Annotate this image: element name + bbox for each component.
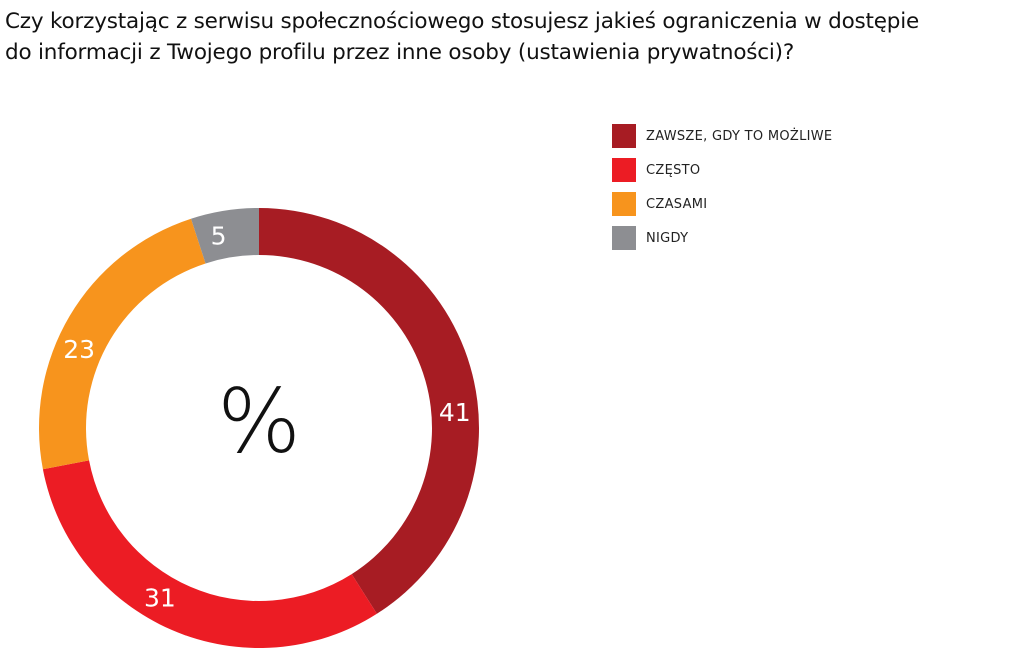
segment-value-label: 23 [63,335,95,364]
chart-title-line-2: do informacji z Twojego profilu przez in… [5,40,795,65]
donut-segment [42,460,377,648]
legend-label: NIGDY [646,230,689,246]
legend-swatch [612,124,636,148]
segment-value-label: 31 [144,584,176,613]
legend-swatch [612,192,636,216]
center-percent-label: % [217,370,301,473]
legend-item-nigdy: NIGDY [612,221,832,255]
segment-value-label: 41 [439,398,471,427]
legend-label: CZASAMI [646,196,708,212]
legend: ZAWSZE, GDY TO MOŻLIWE CZĘSTO CZASAMI NI… [612,119,832,255]
chart-title-line-1: Czy korzystając z serwisu społecznościow… [5,9,920,34]
segment-value-label: 5 [211,222,227,251]
donut-segment [259,208,479,614]
donut-segment [191,208,259,264]
chart-title: Czy korzystając z serwisu społecznościow… [5,6,1015,68]
legend-item-zawsze: ZAWSZE, GDY TO MOŻLIWE [612,119,832,153]
legend-label: CZĘSTO [646,162,701,178]
donut-segment [39,218,206,470]
legend-item-czasami: CZASAMI [612,187,832,221]
legend-swatch [612,226,636,250]
legend-item-czesto: CZĘSTO [612,153,832,187]
legend-swatch [612,158,636,182]
legend-label: ZAWSZE, GDY TO MOŻLIWE [646,128,833,144]
